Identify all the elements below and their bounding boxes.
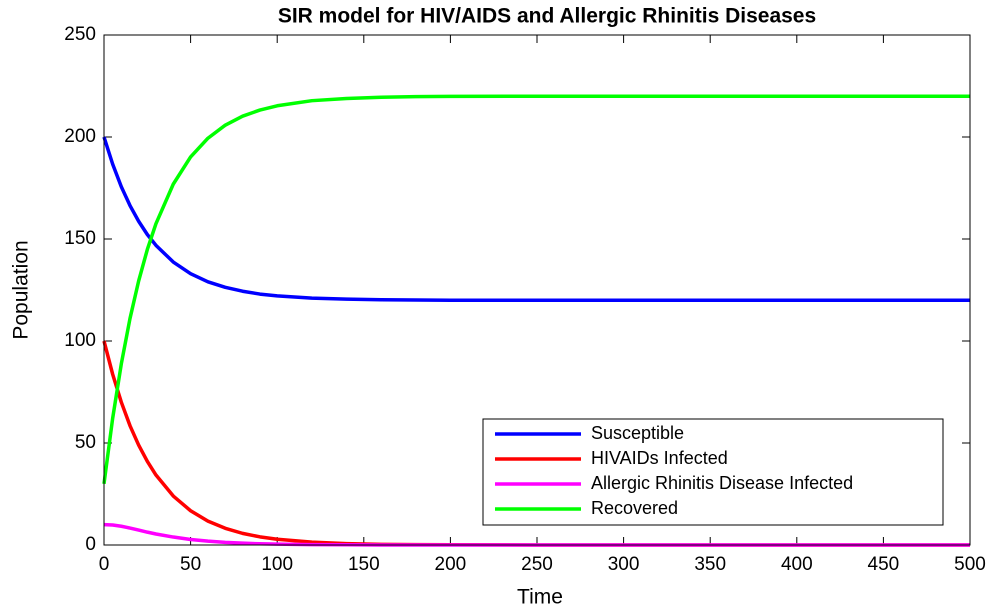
x-tick-label: 50 bbox=[180, 554, 201, 575]
x-tick-label: 200 bbox=[435, 554, 467, 575]
plot-frame bbox=[103, 34, 971, 546]
x-tick-label: 400 bbox=[781, 554, 813, 575]
x-tick-label: 250 bbox=[521, 554, 553, 575]
legend: Susceptible HIVAIDs Infected Allergic Rhin… bbox=[482, 418, 944, 526]
legend-label: Recovered bbox=[591, 498, 678, 518]
chart-title: SIR model for HIV/AIDS and Allergic Rhin… bbox=[278, 5, 816, 28]
x-tick-label: 350 bbox=[694, 554, 726, 575]
x-axis-label: Time bbox=[517, 586, 563, 609]
series-line bbox=[102, 94, 970, 485]
y-tick-label: 250 bbox=[64, 24, 96, 45]
x-tick-label: 500 bbox=[954, 554, 986, 575]
legend-label: Allergic Rhinitis Disease Infected bbox=[591, 473, 853, 493]
x-tick-label: 450 bbox=[868, 554, 900, 575]
series-line bbox=[102, 136, 970, 302]
x-tick-label: 150 bbox=[348, 554, 380, 575]
y-axis-label: Population bbox=[10, 240, 33, 339]
x-tick-label: 100 bbox=[261, 554, 293, 575]
y-tick-label: 50 bbox=[75, 432, 96, 453]
legend-label: HIVAIDs Infected bbox=[591, 448, 728, 468]
x-tick-label: 300 bbox=[608, 554, 640, 575]
y-tick-label: 200 bbox=[64, 126, 96, 147]
legend-label: Susceptible bbox=[591, 423, 684, 443]
y-tick-label: 150 bbox=[64, 228, 96, 249]
x-tick-label: 0 bbox=[99, 554, 110, 575]
y-tick-label: 0 bbox=[85, 534, 96, 555]
y-tick-label: 100 bbox=[64, 330, 96, 351]
